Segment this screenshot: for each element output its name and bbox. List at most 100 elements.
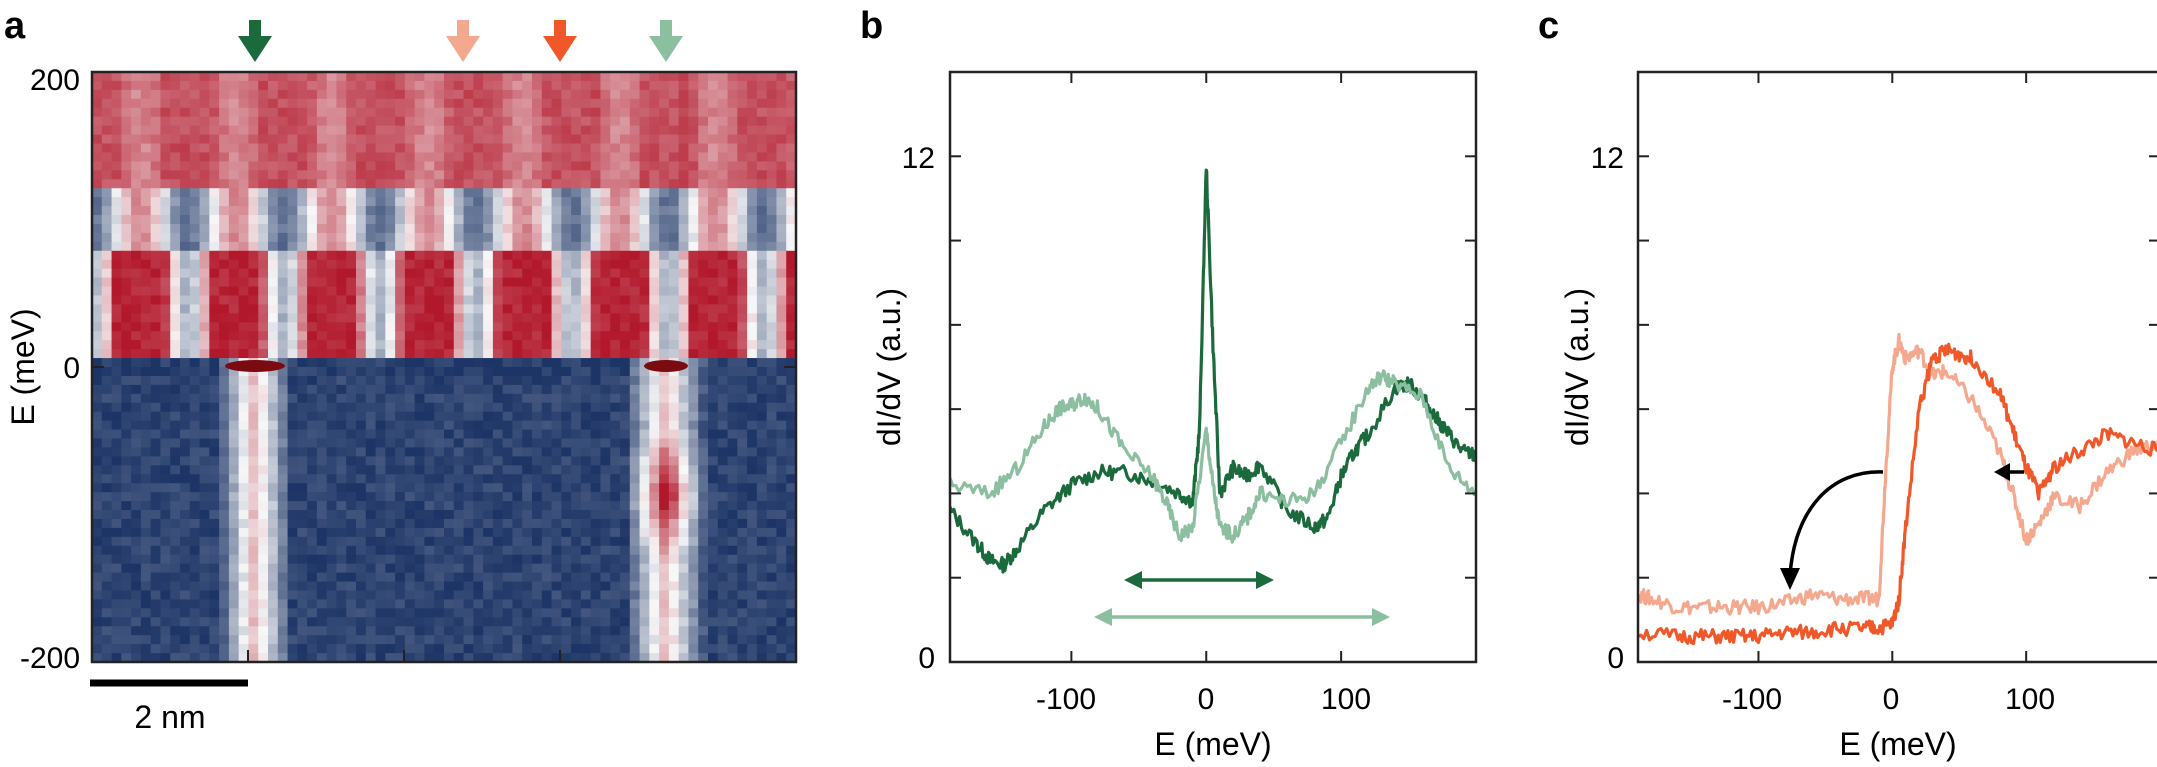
heatmap-cell — [512, 599, 523, 609]
heatmap-cell — [336, 420, 347, 431]
heatmap-cell — [297, 340, 308, 350]
heatmap-cell — [199, 161, 210, 171]
heatmap-cell — [532, 608, 543, 618]
heatmap-cell — [414, 188, 426, 198]
heatmap-cell — [492, 107, 504, 118]
heatmap-cell — [610, 411, 621, 422]
heatmap-cell — [238, 277, 250, 288]
heatmap-cell — [219, 331, 230, 341]
heatmap-cell — [668, 429, 680, 440]
heatmap-cell — [688, 581, 699, 592]
heatmap-cell — [375, 340, 386, 350]
heatmap-cell — [708, 626, 719, 636]
heatmap-cell — [160, 89, 171, 100]
heatmap-cell — [434, 438, 445, 449]
heatmap-cell — [414, 554, 426, 565]
heatmap-cell — [776, 89, 787, 100]
heatmap-cell — [414, 313, 426, 323]
heatmap-cell — [356, 456, 367, 466]
heatmap-cell — [590, 545, 602, 556]
heatmap-cell — [766, 277, 778, 288]
heatmap-cell — [483, 501, 494, 511]
heatmap-cell — [268, 420, 279, 431]
heatmap-cell — [727, 232, 738, 243]
heatmap-cell — [150, 492, 162, 502]
heatmap-cell — [620, 340, 631, 350]
heatmap-cell — [121, 143, 132, 154]
heatmap-cell — [248, 447, 259, 457]
heatmap-cell — [688, 420, 699, 431]
heatmap-cell — [629, 572, 641, 583]
heatmap-cell — [483, 349, 494, 359]
heatmap-cell — [463, 474, 474, 484]
heatmap-cell — [268, 554, 279, 565]
heatmap-cell — [365, 635, 377, 645]
heatmap-cell — [620, 474, 631, 484]
heatmap-cell — [160, 268, 171, 279]
heatmap-cell — [649, 259, 660, 270]
heatmap-cell — [698, 608, 709, 618]
heatmap-cell — [747, 116, 758, 127]
heatmap-cell — [209, 563, 220, 574]
heatmap-cell — [140, 152, 152, 162]
heatmap-cell — [756, 438, 768, 449]
heatmap-cell — [199, 438, 210, 449]
heatmap-cell — [473, 349, 484, 359]
heatmap-cell — [385, 98, 396, 109]
heatmap-cell — [717, 501, 729, 511]
heatmap-cell — [453, 223, 465, 234]
heatmap-cell — [150, 393, 162, 404]
heatmap-cell — [541, 429, 553, 440]
heatmap-cell — [131, 107, 142, 118]
heatmap-cell — [639, 420, 650, 431]
heatmap-cell — [737, 72, 748, 82]
heatmap-cell — [541, 411, 553, 422]
heatmap-cell — [424, 170, 435, 180]
heatmap-cell — [473, 635, 484, 645]
heatmap-cell — [698, 367, 709, 377]
heatmap-cell — [219, 232, 230, 243]
heatmap-cell — [375, 572, 386, 583]
heatmap-cell — [463, 170, 474, 180]
heatmap-cell — [678, 134, 690, 145]
heatmap-cell — [747, 501, 758, 511]
heatmap-cell — [101, 241, 113, 252]
heatmap-cell — [444, 250, 455, 261]
heatmap-cell — [150, 215, 162, 225]
heatmap-cell — [463, 518, 474, 529]
heatmap-cell — [571, 259, 582, 270]
heatmap-cell — [717, 331, 729, 341]
heatmap-cell — [385, 375, 396, 386]
heatmap-cell — [639, 179, 650, 189]
heatmap-cell — [737, 170, 748, 180]
heatmap-cell — [404, 107, 416, 118]
heatmap-cell — [453, 402, 465, 413]
heatmap-cell — [404, 384, 416, 395]
heatmap-cell — [238, 599, 250, 609]
heatmap-cell — [111, 635, 122, 645]
heatmap-cell — [140, 107, 152, 118]
heatmap-cell — [492, 653, 504, 662]
heatmap-cell — [766, 188, 778, 198]
heatmap-cell — [532, 367, 543, 377]
heatmap-cell — [756, 349, 768, 359]
heatmap-cell — [776, 402, 787, 413]
heatmap-cell — [228, 420, 240, 431]
heatmap-cell — [532, 349, 543, 359]
heatmap-cell — [698, 215, 709, 225]
heatmap-cell — [463, 322, 474, 332]
heatmap-cell — [492, 518, 504, 529]
heatmap-cell — [786, 286, 796, 297]
heatmap-cell — [238, 554, 250, 565]
heatmap-cell — [131, 358, 142, 368]
heatmap-cell — [111, 510, 122, 520]
heatmap-cell — [121, 617, 132, 627]
heatmap-cell — [659, 286, 670, 297]
heatmap-cell — [209, 402, 220, 413]
heatmap-cell — [629, 340, 641, 350]
heatmap-cell — [590, 358, 602, 368]
heatmap-cell — [111, 134, 122, 145]
heatmap-cell — [404, 536, 416, 547]
heatmap-cell — [708, 653, 719, 662]
heatmap-cell — [160, 590, 171, 601]
